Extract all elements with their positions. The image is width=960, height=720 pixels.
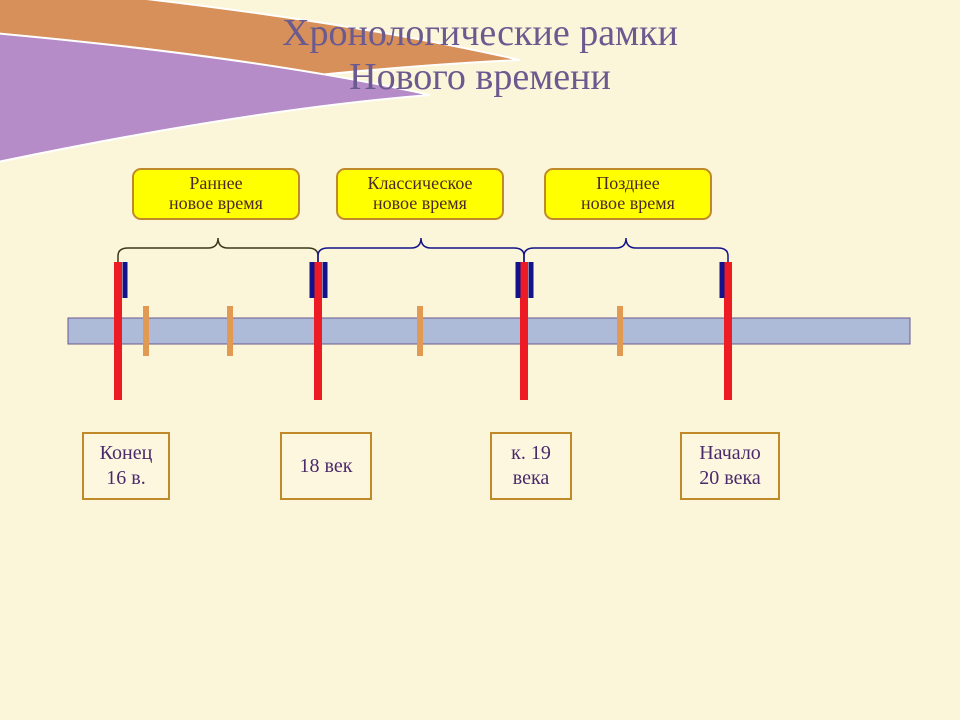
date-line1: к. 19 [492,441,570,466]
date-line1: 18 век [282,454,370,479]
timeline-svg [0,0,960,720]
period-box-2: Позднееновое время [544,168,712,220]
date-line2: века [492,466,570,491]
date-box-2: к. 19века [490,432,572,500]
period-box-1: Классическоеновое время [336,168,504,220]
date-line1: Конец [84,441,168,466]
period-line1: Позднее [546,174,710,194]
period-line1: Раннее [134,174,298,194]
period-line1: Классическое [338,174,502,194]
date-box-3: Начало20 века [680,432,780,500]
period-line2: новое время [338,194,502,214]
date-line2: 16 в. [84,466,168,491]
date-box-1: 18 век [280,432,372,500]
slide-stage: Хронологические рамки Нового времени Ран… [0,0,960,720]
date-box-0: Конец16 в. [82,432,170,500]
period-line2: новое время [134,194,298,214]
period-line2: новое время [546,194,710,214]
date-line2: 20 века [682,466,778,491]
period-box-0: Раннееновое время [132,168,300,220]
date-line1: Начало [682,441,778,466]
